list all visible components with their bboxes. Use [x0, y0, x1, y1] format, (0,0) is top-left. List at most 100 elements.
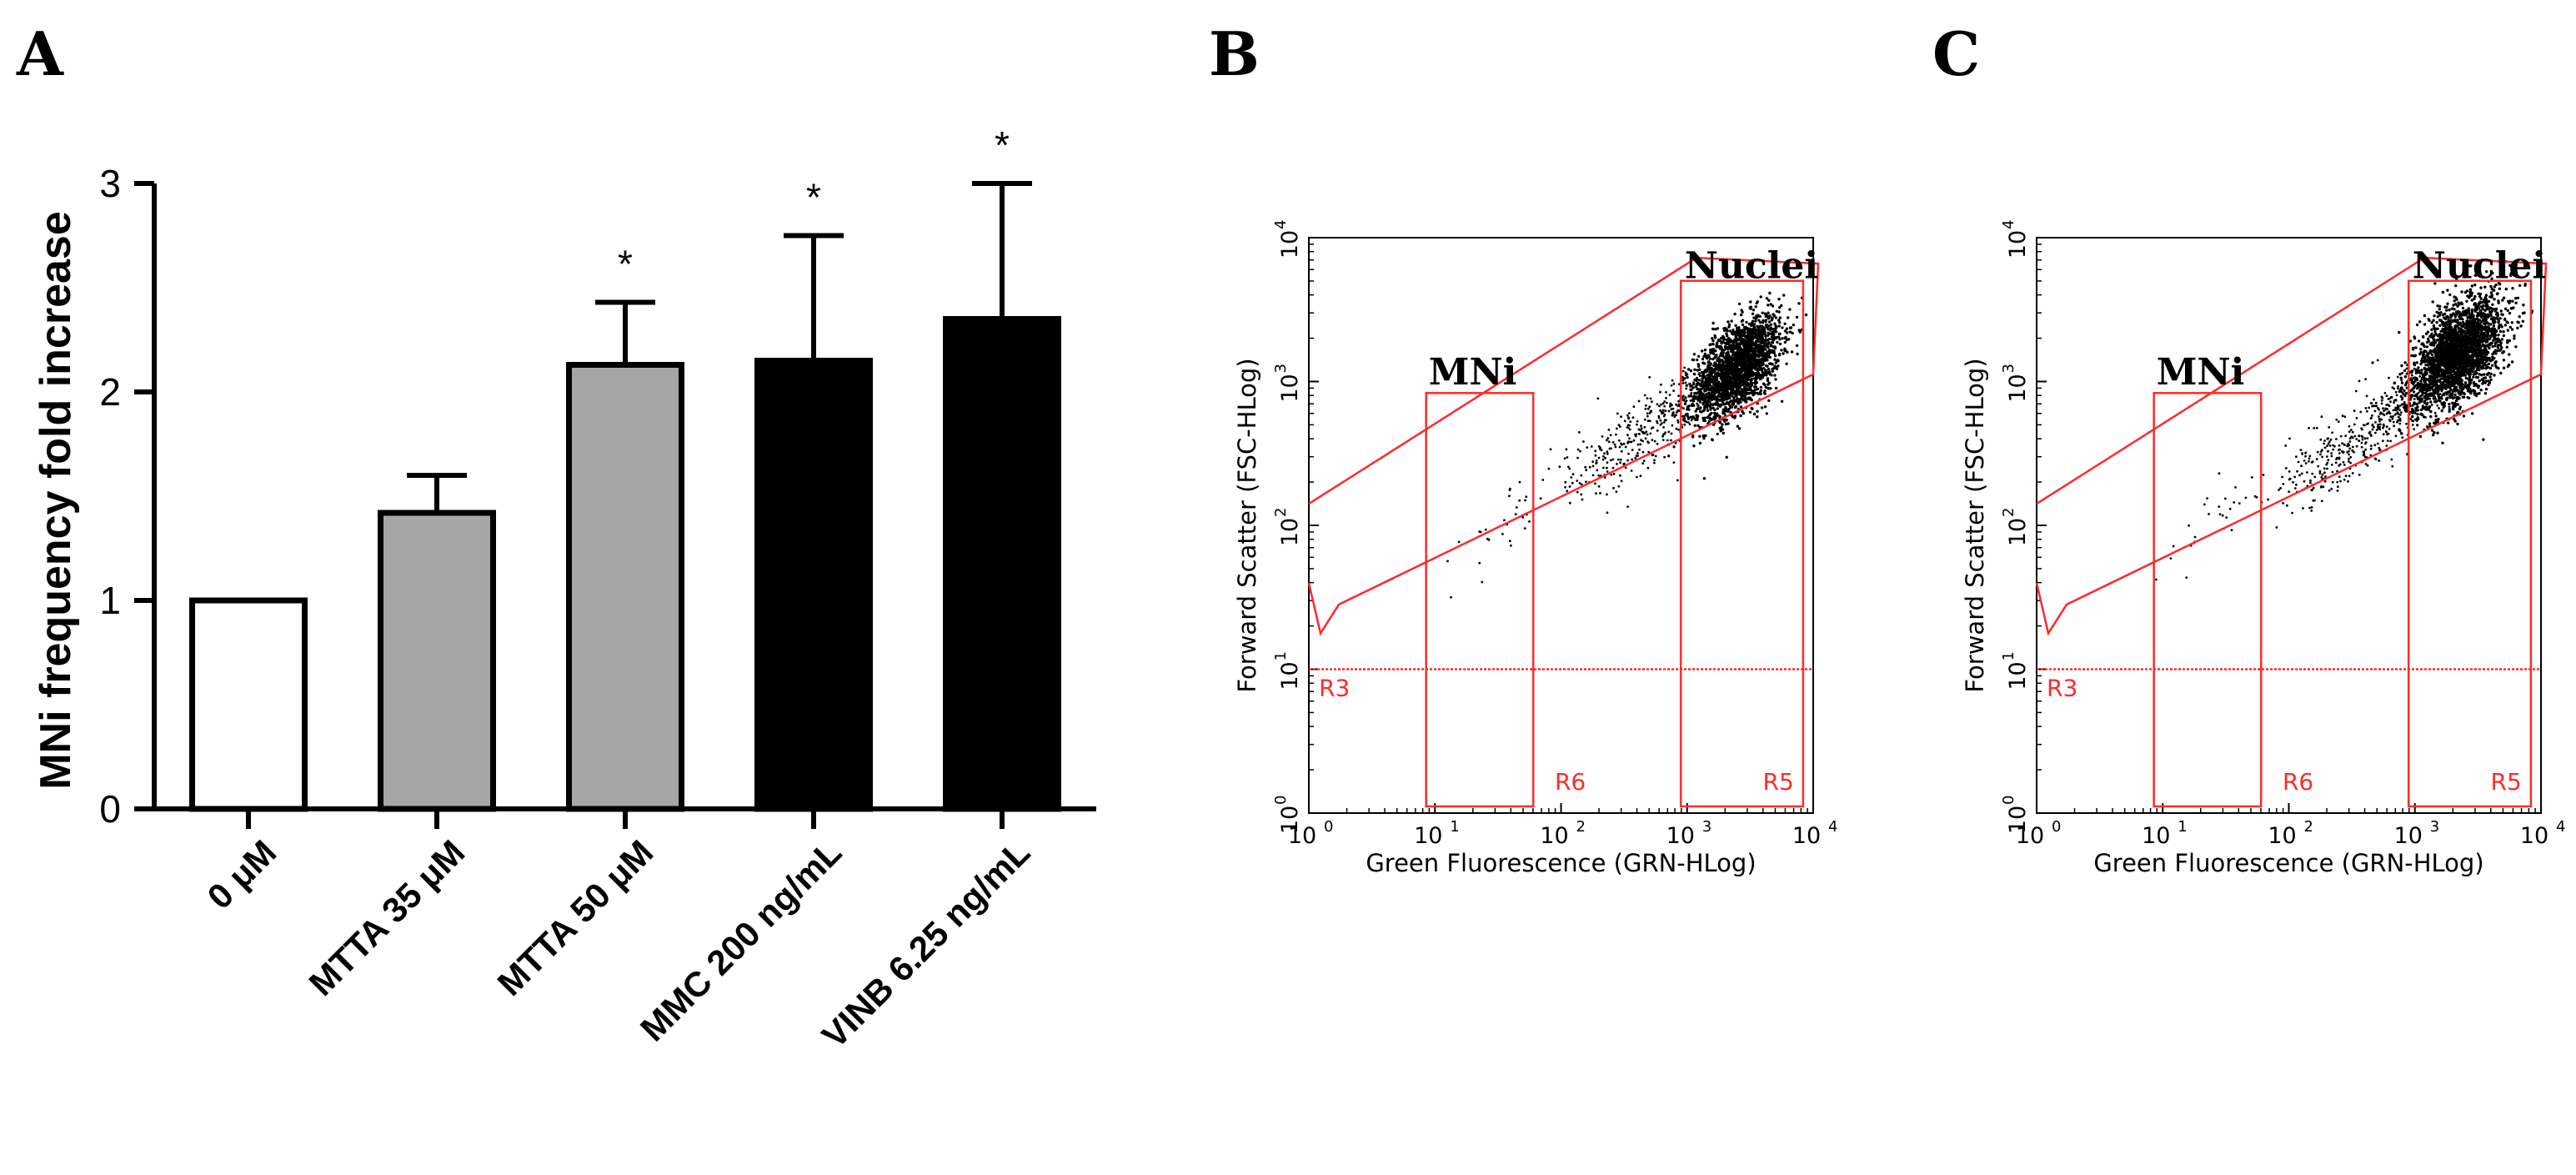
event-dot [1777, 319, 1781, 322]
x-tick-exponent: 2 [1576, 818, 1586, 836]
event-dot [2483, 362, 2486, 365]
event-dot [1727, 422, 1730, 425]
event-dot [1775, 309, 1778, 313]
event-dot [2502, 334, 2505, 338]
event-dot [1481, 580, 1484, 584]
event-dot [1694, 385, 1697, 388]
event-dot [1763, 352, 1767, 355]
event-dot [2469, 294, 2473, 297]
event-dot [1689, 385, 1691, 388]
event-dot [1716, 327, 1720, 330]
event-dot [1643, 394, 1646, 397]
event-dot [2459, 301, 2463, 304]
event-dot [1733, 346, 1737, 349]
event-dot [2445, 309, 2448, 312]
event-dot [1777, 354, 1782, 357]
event-dot [1771, 338, 1774, 341]
event-dot [1691, 402, 1694, 405]
event-dot [1767, 304, 1770, 307]
event-dot [1629, 420, 1632, 424]
event-dot [1737, 427, 1742, 430]
event-dot [1713, 408, 1716, 412]
event-dot [1619, 474, 1621, 477]
event-dot [1734, 324, 1737, 327]
event-dot [1723, 387, 1727, 391]
event-dot [1710, 366, 1713, 370]
event-dot [1524, 499, 1526, 502]
event-dot [1686, 368, 1691, 371]
event-dot [1778, 306, 1782, 309]
event-dot [2523, 311, 2526, 314]
event-dot [1631, 458, 1634, 461]
event-dot [1684, 400, 1687, 403]
event-dot [2457, 383, 2460, 386]
event-dot [1720, 398, 1723, 401]
event-dot [1696, 424, 1700, 428]
event-dot [1701, 395, 1704, 399]
panel-letter-a: A [16, 18, 64, 89]
event-dot [1651, 439, 1654, 442]
event-dot [2441, 313, 2444, 317]
event-dot [1626, 505, 1629, 508]
event-dot [1788, 330, 1792, 334]
event-dot [2411, 348, 2415, 351]
event-dot [1612, 472, 1616, 475]
event-dot [1778, 342, 1782, 346]
event-dot [1457, 540, 1461, 544]
event-dot [2425, 345, 2429, 349]
event-dot [1757, 345, 1762, 349]
event-dot [1785, 362, 1788, 365]
event-dot [1711, 403, 1716, 406]
gate-label-r6: R6 [1555, 768, 1586, 796]
event-dot [1758, 374, 1762, 378]
event-dot [1602, 466, 1605, 469]
event-dot [1698, 441, 1702, 445]
event-dot [1701, 377, 1704, 380]
y-tick-label: 10 [1277, 806, 1303, 834]
event-dot [1727, 323, 1732, 326]
gate-r6-box [1425, 392, 1535, 808]
event-dot [1782, 294, 1786, 297]
event-dot [1712, 348, 1716, 351]
event-dot [1763, 348, 1767, 351]
event-dot [2464, 376, 2468, 380]
event-dot [1606, 439, 1608, 442]
event-dot [1692, 394, 1696, 398]
event-dot [1787, 316, 1790, 319]
event-dot [1762, 363, 1765, 366]
event-dot [1733, 377, 1737, 380]
event-dot [2482, 376, 2486, 380]
event-dot [1791, 331, 1794, 335]
x-tick-exponent: 4 [1828, 818, 1837, 836]
event-dot [2431, 300, 2434, 304]
event-dot [1767, 367, 1771, 371]
event-dot [1715, 390, 1718, 394]
event-dot [1670, 384, 1673, 387]
event-dot [2448, 309, 2451, 312]
event-dot [1741, 394, 1744, 398]
event-dot [1612, 486, 1615, 490]
event-dot [1777, 359, 1780, 363]
event-dot [1627, 452, 1630, 455]
event-dot [1740, 364, 1744, 367]
event-dot [1721, 388, 1724, 391]
event-dot [1723, 391, 1727, 395]
y-tick-label-group: 104 [1272, 220, 1303, 259]
event-dot [1638, 448, 1641, 451]
event-dot [2476, 317, 2479, 321]
event-dot [1705, 389, 1707, 392]
event-dot [1571, 481, 1574, 485]
y-axis-label: Forward Scatter (FSC-HLog) [1961, 358, 1989, 692]
event-dot [2430, 353, 2434, 357]
y-tick-exponent: 1 [2000, 651, 2017, 660]
bar [754, 358, 873, 812]
event-dot [1725, 332, 1728, 335]
event-dot [1750, 379, 1753, 382]
event-dot [2484, 298, 2488, 301]
event-dot [1675, 403, 1677, 406]
event-dot [1698, 434, 1701, 438]
panel-letter-b: B [1209, 18, 1260, 89]
event-dot [1611, 441, 1615, 444]
event-dot [2514, 301, 2518, 304]
event-dot [2413, 337, 2417, 340]
